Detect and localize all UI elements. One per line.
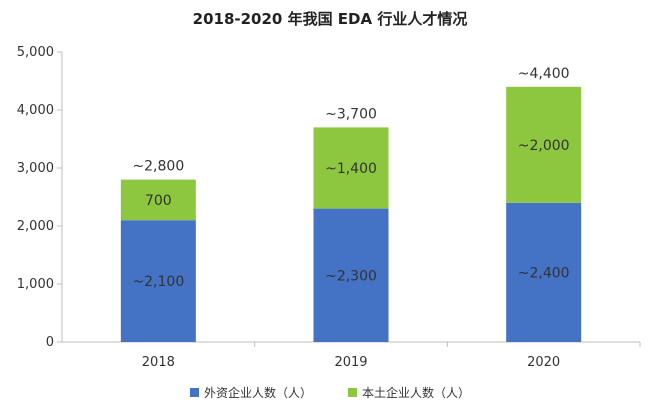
- y-tick-label: 5,000: [17, 45, 54, 60]
- data-label: ~2,300: [325, 268, 377, 284]
- bars: ~2,100 700 ~2,800 ~2,300 ~1,400 ~3,700 ~2,400 ~…: [120, 66, 582, 342]
- axes: 0 1,000 2,000 3,000 4,000 5,000 2018 2019 2020: [17, 45, 641, 370]
- bar-segment-2020-series-0: [506, 202, 582, 342]
- data-label: ~2,400: [518, 265, 570, 281]
- legend: 外资企业人数（人） 本土企业人数（人）: [190, 385, 470, 400]
- y-tick-label: 1,000: [17, 277, 54, 292]
- x-tick-label: 2018: [142, 355, 175, 370]
- y-tick-label: 2,000: [17, 219, 54, 234]
- legend-label: 本土企业人数（人）: [362, 385, 470, 400]
- total-label: ~4,400: [518, 66, 570, 82]
- total-label: ~3,700: [325, 106, 377, 122]
- y-tick-label: 3,000: [17, 161, 54, 176]
- x-tick-label: 2020: [527, 355, 560, 370]
- bar-segment-2018-series-1: [120, 179, 196, 221]
- data-label: ~2,100: [132, 274, 184, 290]
- legend-swatch: [348, 388, 357, 397]
- bar-segment-2020-series-1: [506, 86, 582, 203]
- bar-segment-2019-series-1: [313, 127, 389, 209]
- total-label: ~2,800: [132, 159, 184, 175]
- data-label: ~2,000: [518, 138, 570, 154]
- chart-title: 2018-2020 年我国 EDA 行业人才情况: [193, 10, 468, 28]
- legend-label: 外资企业人数（人）: [204, 385, 312, 400]
- data-label: ~1,400: [325, 161, 377, 177]
- data-label: 700: [145, 193, 172, 209]
- x-tick-label: 2019: [334, 355, 367, 370]
- legend-swatch: [190, 388, 199, 397]
- y-tick-label: 4,000: [17, 103, 54, 118]
- bar-segment-2018-series-0: [120, 220, 196, 342]
- bar-segment-2019-series-0: [313, 208, 389, 342]
- y-tick-label: 0: [46, 335, 54, 350]
